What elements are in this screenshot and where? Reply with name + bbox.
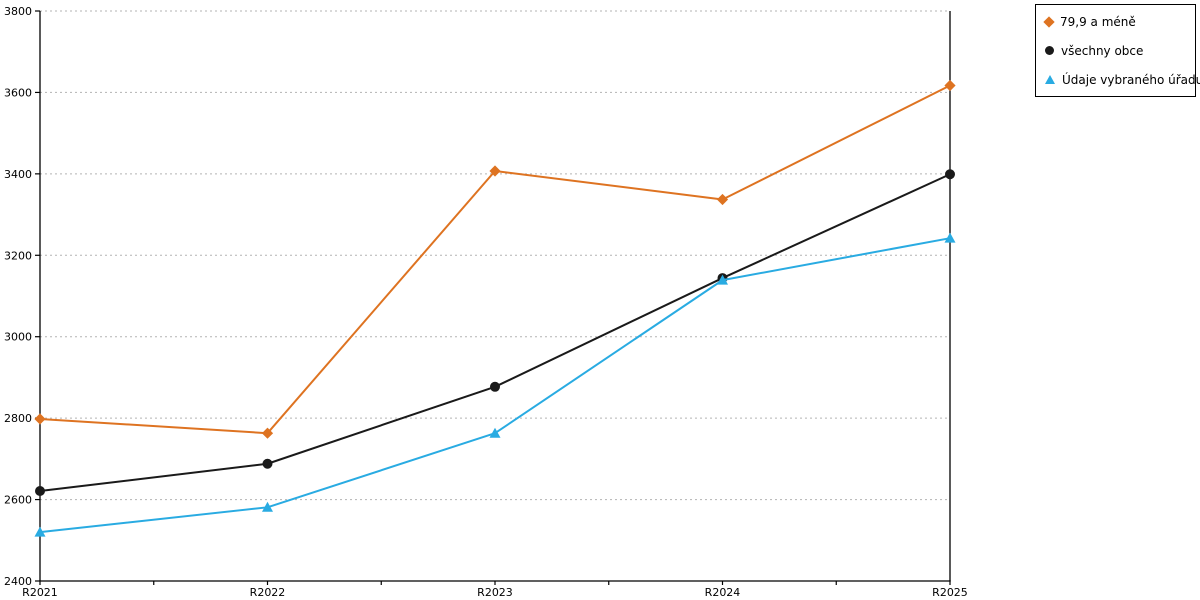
svg-text:2800: 2800: [4, 412, 32, 425]
diamond-marker-icon: [1043, 15, 1055, 28]
svg-text:R2022: R2022: [250, 586, 286, 599]
svg-text:R2024: R2024: [705, 586, 741, 599]
legend-label: všechny obce: [1061, 43, 1144, 58]
svg-text:3800: 3800: [4, 5, 32, 18]
svg-text:R2025: R2025: [932, 586, 968, 599]
svg-text:R2023: R2023: [477, 586, 513, 599]
svg-text:3200: 3200: [4, 249, 32, 262]
svg-text:2400: 2400: [4, 575, 32, 588]
legend-label: Údaje vybraného úřadu: [1062, 72, 1200, 87]
triangle-marker-icon: [1045, 75, 1055, 84]
circle-marker-icon: [1045, 46, 1054, 55]
legend-label: 79,9 a méně: [1060, 14, 1136, 29]
svg-text:3000: 3000: [4, 331, 32, 344]
svg-text:3600: 3600: [4, 86, 32, 99]
legend-item-series-2: všechny obce: [1045, 44, 1191, 58]
svg-text:R2021: R2021: [22, 586, 58, 599]
legend-item-series-3: Údaje vybraného úřadu: [1045, 73, 1200, 87]
legend: 79,9 a méně všechny obce Údaje vybraného…: [1035, 4, 1200, 97]
svg-text:3400: 3400: [4, 168, 32, 181]
svg-text:2600: 2600: [4, 494, 32, 507]
legend-item-series-1: 79,9 a méně: [1043, 14, 1191, 29]
